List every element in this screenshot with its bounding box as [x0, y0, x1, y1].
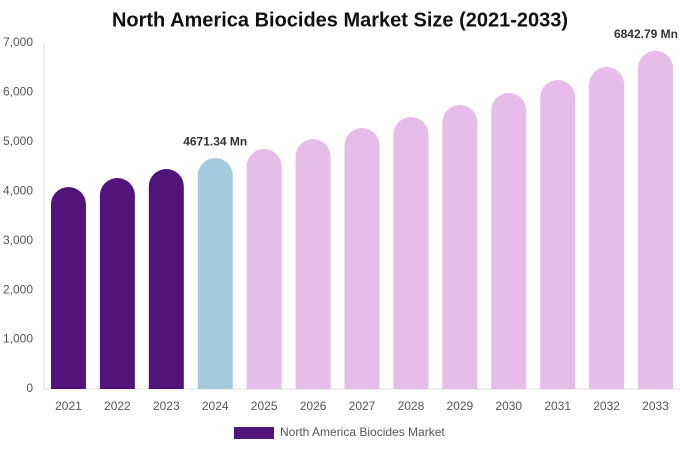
bar: [540, 80, 576, 389]
bar: [148, 168, 184, 389]
bar: [638, 50, 674, 390]
y-tick-label: 7,000: [3, 35, 33, 49]
chart-title: North America Biocides Market Size (2021…: [112, 9, 568, 31]
x-tick-label: 2031: [544, 399, 571, 413]
bar: [295, 138, 331, 389]
x-tick-label: 2033: [642, 399, 669, 413]
y-tick-label: 5,000: [3, 134, 33, 148]
x-tick-label: 2023: [153, 399, 180, 413]
bar: [393, 116, 429, 389]
bar: [197, 158, 233, 389]
x-tick-label: 2030: [495, 399, 522, 413]
y-tick-label: 3,000: [3, 233, 33, 247]
x-tick-label: 2032: [593, 399, 620, 413]
y-tick-label: 6,000: [3, 85, 33, 99]
x-tick-label: 2022: [104, 399, 131, 413]
bar: [491, 93, 527, 389]
bar: [344, 128, 380, 389]
x-tick-label: 2021: [55, 399, 82, 413]
bar: [442, 105, 478, 389]
x-tick-label: 2026: [300, 399, 327, 413]
y-tick-label: 1,000: [3, 332, 33, 346]
y-tick-label: 4,000: [3, 183, 33, 197]
bar: [50, 186, 86, 389]
value-label: 6842.79 Mn: [614, 27, 678, 41]
legend-swatch: [234, 427, 274, 439]
value-label: 4671.34 Mn: [183, 134, 247, 148]
bar: [589, 67, 625, 390]
x-tick-label: 2027: [349, 399, 376, 413]
y-tick-label: 0: [26, 381, 33, 395]
bar: [246, 149, 282, 389]
x-tick-label: 2028: [398, 399, 425, 413]
x-tick-label: 2029: [446, 399, 473, 413]
bar: [99, 177, 135, 389]
y-tick-label: 2,000: [3, 282, 33, 296]
legend-label: North America Biocides Market: [280, 425, 445, 439]
x-tick-label: 2024: [202, 399, 229, 413]
x-tick-label: 2025: [251, 399, 278, 413]
